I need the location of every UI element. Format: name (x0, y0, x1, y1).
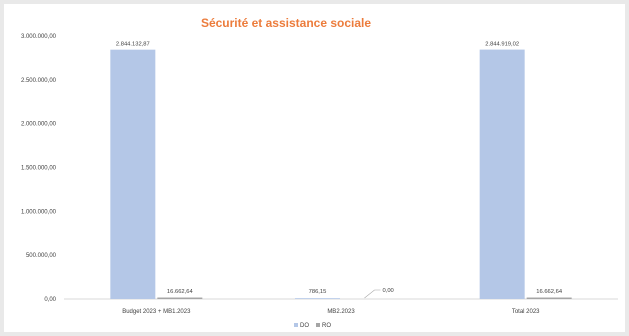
y-tick-label: 1.000.000,00 (21, 209, 57, 215)
legend-label-ro: RO (322, 323, 331, 329)
data-label-do: 786,15 (309, 289, 327, 295)
y-tick-label: 2.000.000,00 (21, 122, 57, 128)
data-label-ro: 16.662,64 (167, 289, 194, 295)
leader-line (364, 289, 381, 299)
x-tick-label: Total 2023 (512, 309, 540, 315)
y-axis: 0,00 500.000,00 1.000.000,00 1.500.000,00 2.… (21, 34, 57, 303)
y-tick-label: 1.500.000,00 (21, 166, 57, 172)
bar-do (110, 49, 156, 299)
bar-do (295, 298, 340, 299)
data-label-do: 2.844.132,87 (116, 42, 150, 48)
y-tick-label: 3.000.000,00 (21, 34, 57, 40)
data-label-do: 2.844.919,02 (485, 42, 519, 48)
legend-label-do: DO (300, 323, 309, 329)
y-tick-label: 500.000,00 (26, 253, 57, 259)
bar-ro (157, 297, 203, 299)
x-axis: Budget 2023 + MB1.2023 MB2.2023 Total 2023 (122, 309, 540, 315)
data-labels: 2.844.132,87 16.662,64 786,15 0,00 2.844.919… (116, 42, 563, 299)
x-tick-label: MB2.2023 (327, 309, 355, 315)
legend-swatch-do (294, 323, 298, 327)
bar-ro (526, 297, 572, 299)
bar-do (479, 49, 525, 300)
x-tick-label: Budget 2023 + MB1.2023 (122, 309, 191, 315)
legend-swatch-ro (316, 323, 320, 327)
data-label-ro: 16.662,64 (536, 289, 563, 295)
legend: DO RO (294, 323, 331, 329)
chart-title: Sécurité et assistance sociale (201, 16, 371, 30)
chart-frame: Sécurité et assistance sociale 0,00 500.0… (4, 4, 625, 332)
y-tick-label: 2.500.000,00 (21, 78, 57, 84)
y-tick-label: 0,00 (44, 297, 56, 303)
bar-chart: Sécurité et assistance sociale 0,00 500.0… (21, 16, 618, 329)
bars (110, 49, 572, 300)
data-label-ro: 0,00 (383, 288, 394, 294)
